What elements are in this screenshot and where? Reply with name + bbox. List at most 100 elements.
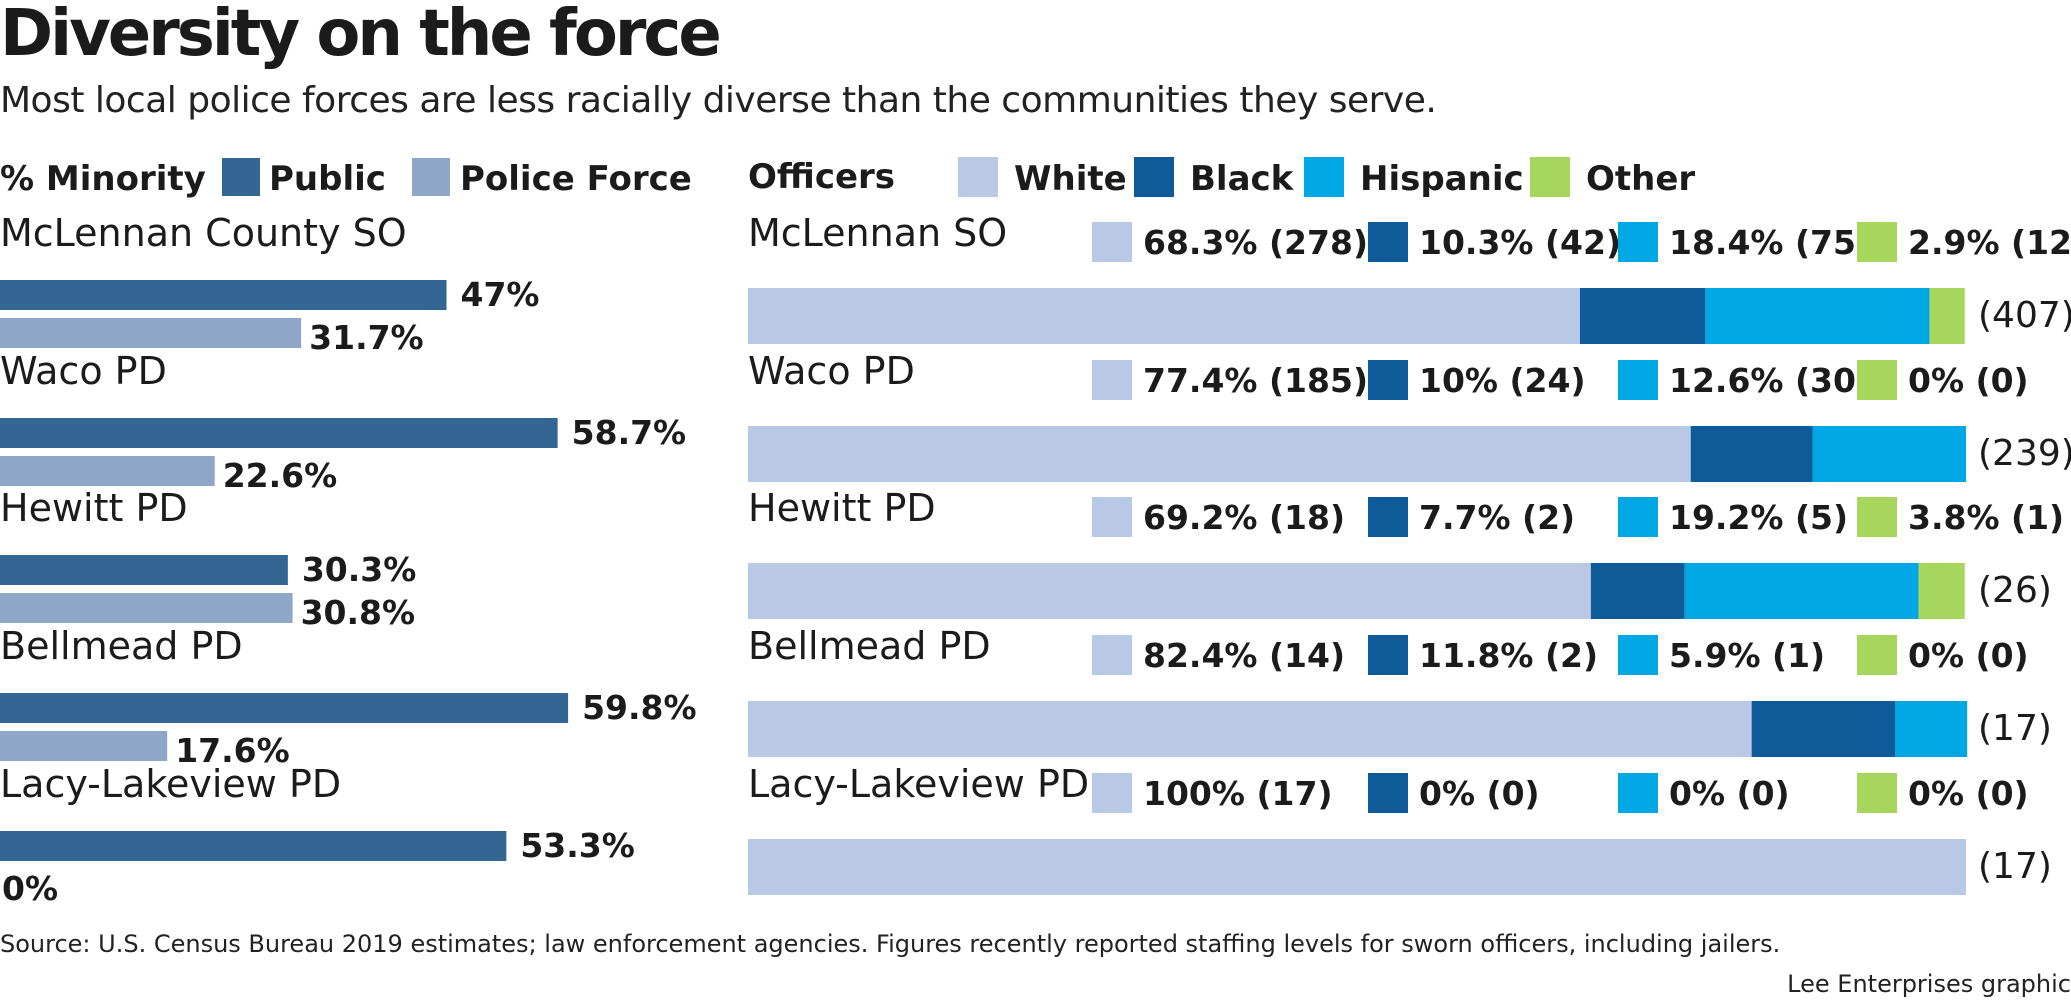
segment-label-black: 10.3% (42) xyxy=(1419,223,1621,262)
stack-segment-black xyxy=(1579,288,1706,344)
left-category-label: Hewitt PD xyxy=(0,486,188,530)
stack-segment-black xyxy=(1690,426,1813,482)
legend-label-black: Black xyxy=(1190,159,1295,199)
right-category-label: Bellmead PD xyxy=(748,624,991,668)
label-swatch-hispanic xyxy=(1618,222,1658,262)
segment-label-other: 0% (0) xyxy=(1908,636,2029,675)
value-label-police-force: 22.6% xyxy=(223,456,338,495)
legend-label-police-force: Police Force xyxy=(460,159,692,199)
label-swatch-white xyxy=(1092,222,1132,262)
segment-label-hispanic: 18.4% (75) xyxy=(1669,223,1871,262)
stack-segment-hispanic xyxy=(1705,288,1930,344)
total-label: (407) xyxy=(1978,295,2071,336)
bar-police-force xyxy=(0,318,302,348)
label-swatch-hispanic xyxy=(1618,360,1658,400)
stack-segment-other xyxy=(1929,288,1965,344)
bar-public xyxy=(0,555,288,585)
legend-swatch-black xyxy=(1134,157,1174,197)
label-swatch-white xyxy=(1092,635,1132,675)
segment-label-black: 0% (0) xyxy=(1419,774,1540,813)
chart-title: Diversity on the force xyxy=(0,0,722,71)
right-category-label: McLennan SO xyxy=(748,211,1007,255)
value-label-police-force: 0% xyxy=(2,869,58,908)
value-label-police-force: 30.8% xyxy=(301,593,416,632)
total-label: (17) xyxy=(1978,708,2052,749)
legend-label-white: White xyxy=(1014,159,1127,199)
stack-segment-hispanic xyxy=(1684,563,1919,619)
segment-label-black: 10% (24) xyxy=(1419,361,1586,400)
segment-label-white: 69.2% (18) xyxy=(1143,498,1345,537)
source-note: Source: U.S. Census Bureau 2019 estimate… xyxy=(0,930,1781,958)
credit-line: Lee Enterprises graphic xyxy=(1787,970,2071,998)
bar-police-force xyxy=(0,593,293,623)
segment-label-hispanic: 12.6% (30) xyxy=(1669,361,1871,400)
bar-public xyxy=(0,831,507,861)
segment-label-white: 77.4% (185) xyxy=(1143,361,1368,400)
legend-label-hispanic: Hispanic xyxy=(1360,159,1524,199)
segment-label-white: 100% (17) xyxy=(1143,774,1333,813)
total-label: (26) xyxy=(1978,570,2052,611)
stack-segment-hispanic xyxy=(1895,701,1968,757)
legend-swatch-police-force xyxy=(412,158,450,196)
value-label-public: 53.3% xyxy=(520,826,635,865)
label-swatch-black xyxy=(1368,635,1408,675)
label-swatch-white xyxy=(1092,497,1132,537)
legend-swatch-other xyxy=(1530,157,1570,197)
stack-segment-white xyxy=(748,563,1591,619)
label-swatch-black xyxy=(1368,222,1408,262)
total-label: (239) xyxy=(1978,433,2071,474)
label-swatch-hispanic xyxy=(1618,773,1658,813)
left-category-label: Lacy-Lakeview PD xyxy=(0,762,341,806)
segment-label-hispanic: 19.2% (5) xyxy=(1669,498,1848,537)
right-legend-title: Officers xyxy=(748,157,895,197)
label-swatch-black xyxy=(1368,497,1408,537)
segment-label-other: 0% (0) xyxy=(1908,774,2029,813)
left-category-label: McLennan County SO xyxy=(0,211,407,255)
value-label-public: 47% xyxy=(461,275,540,314)
segment-label-other: 0% (0) xyxy=(1908,361,2029,400)
segment-label-black: 7.7% (2) xyxy=(1419,498,1575,537)
segment-label-black: 11.8% (2) xyxy=(1419,636,1598,675)
left-category-label: Waco PD xyxy=(0,349,167,393)
value-label-public: 30.3% xyxy=(302,550,417,589)
chart-subtitle: Most local police forces are less racial… xyxy=(0,80,1437,121)
label-swatch-other xyxy=(1857,773,1897,813)
left-legend-title: % Minority xyxy=(0,159,206,199)
legend-label-public: Public xyxy=(269,159,386,199)
bar-public xyxy=(0,280,447,310)
stack-segment-white xyxy=(748,426,1691,482)
label-swatch-other xyxy=(1857,635,1897,675)
total-label: (17) xyxy=(1978,846,2052,887)
legend-swatch-hispanic xyxy=(1304,157,1344,197)
stack-segment-black xyxy=(1751,701,1896,757)
label-swatch-white xyxy=(1092,773,1132,813)
value-label-public: 59.8% xyxy=(582,688,697,727)
label-swatch-white xyxy=(1092,360,1132,400)
bar-police-force xyxy=(0,456,215,486)
right-category-label: Hewitt PD xyxy=(748,486,936,530)
stack-segment-white xyxy=(748,288,1580,344)
stack-segment-white xyxy=(748,701,1752,757)
stack-segment-other xyxy=(1918,563,1965,619)
label-swatch-black xyxy=(1368,773,1408,813)
legend-label-other: Other xyxy=(1586,159,1695,199)
stack-segment-hispanic xyxy=(1812,426,1966,482)
label-swatch-hispanic xyxy=(1618,497,1658,537)
legend-swatch-public xyxy=(222,158,260,196)
stack-segment-black xyxy=(1590,563,1685,619)
bar-public xyxy=(0,693,569,723)
value-label-police-force: 17.6% xyxy=(175,731,290,770)
label-swatch-other xyxy=(1857,497,1897,537)
label-swatch-other xyxy=(1857,222,1897,262)
segment-label-other: 2.9% (12) xyxy=(1908,223,2071,262)
label-swatch-hispanic xyxy=(1618,635,1658,675)
label-swatch-black xyxy=(1368,360,1408,400)
segment-label-hispanic: 5.9% (1) xyxy=(1669,636,1825,675)
right-category-label: Lacy-Lakeview PD xyxy=(748,762,1089,806)
label-swatch-other xyxy=(1857,360,1897,400)
legend-swatch-white xyxy=(958,157,998,197)
value-label-public: 58.7% xyxy=(572,413,687,452)
segment-label-hispanic: 0% (0) xyxy=(1669,774,1790,813)
segment-label-white: 68.3% (278) xyxy=(1143,223,1368,262)
